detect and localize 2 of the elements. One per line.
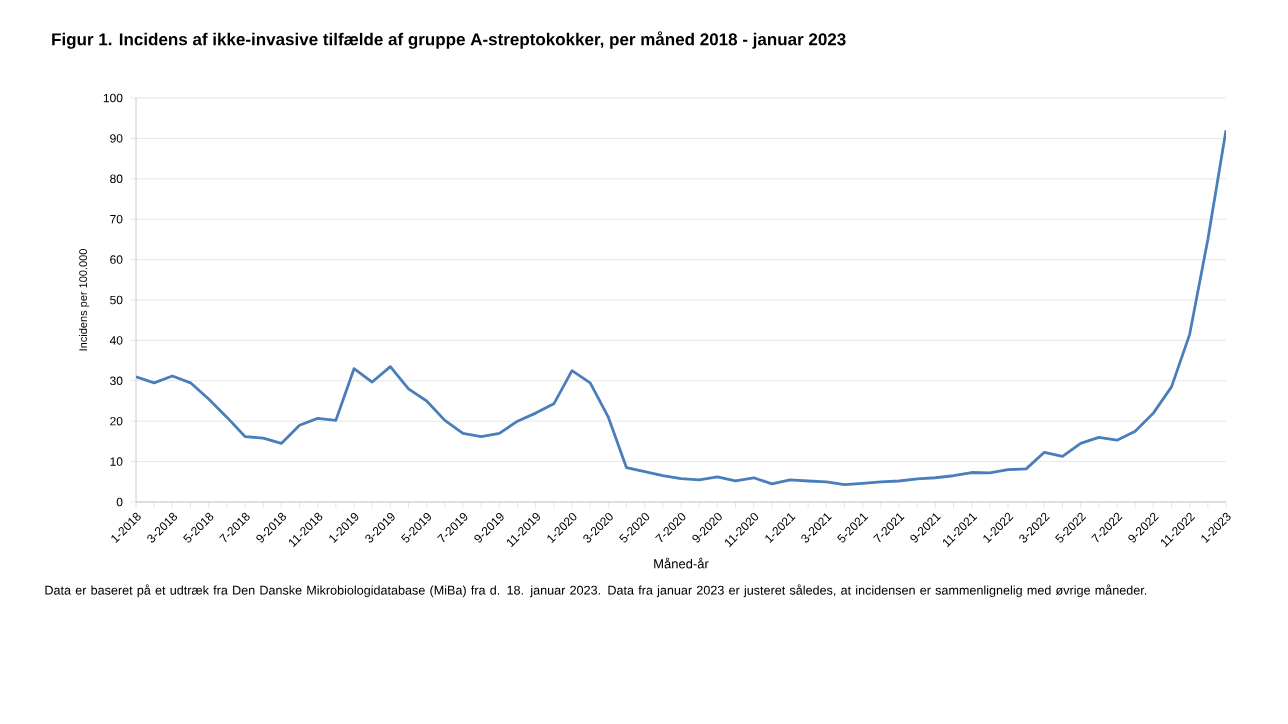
line-series [136, 128, 1226, 487]
chart-title: Figur 1. Incidens af ikke-invasive tilfælde af gruppe A-streptokokker, per måned 2018 - januar 2023 [52, 31, 846, 49]
